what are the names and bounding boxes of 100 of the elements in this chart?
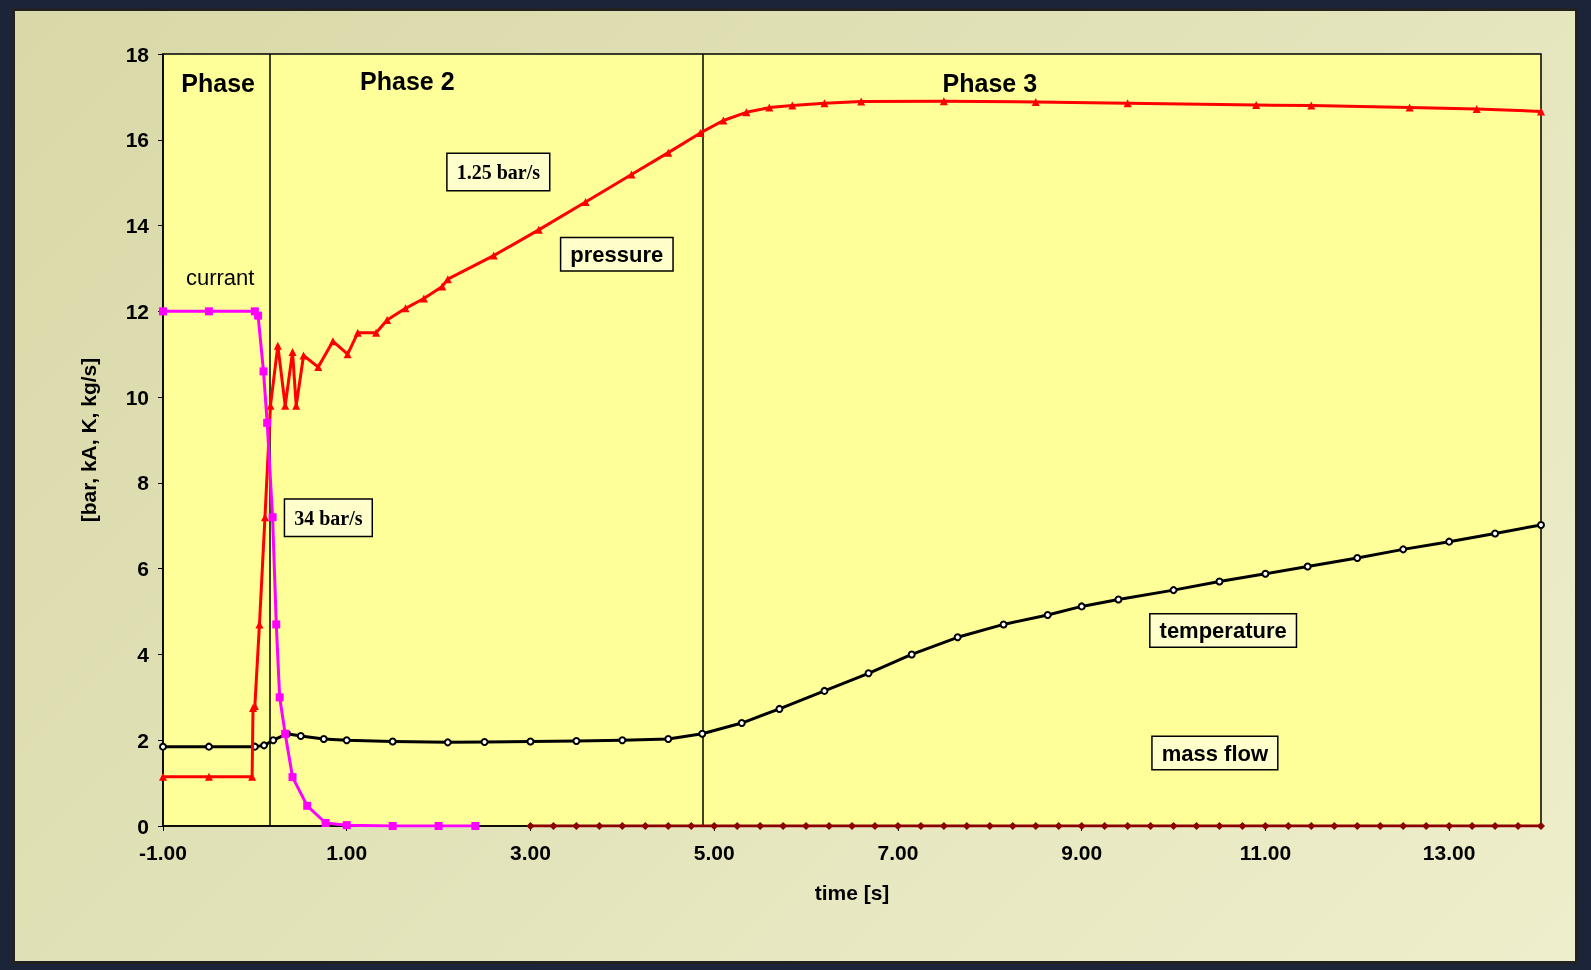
point bbox=[480, 737, 489, 746]
y-tick-label: 18 bbox=[125, 42, 150, 66]
point bbox=[383, 315, 392, 324]
point bbox=[765, 103, 774, 112]
x-tick-label: 7.00 bbox=[877, 841, 919, 864]
point bbox=[434, 822, 443, 830]
point bbox=[526, 737, 535, 746]
point bbox=[907, 650, 916, 659]
point bbox=[1077, 602, 1086, 611]
point bbox=[1537, 520, 1545, 529]
point bbox=[1100, 822, 1109, 830]
point bbox=[296, 731, 305, 740]
point bbox=[303, 801, 312, 810]
point bbox=[1123, 822, 1132, 830]
point bbox=[388, 822, 397, 830]
point bbox=[820, 686, 829, 695]
point bbox=[953, 633, 962, 642]
x-tick-label: -1.00 bbox=[139, 841, 187, 864]
point bbox=[572, 737, 581, 746]
point bbox=[328, 337, 337, 346]
point bbox=[627, 170, 636, 179]
point bbox=[1353, 553, 1362, 562]
point bbox=[1077, 822, 1086, 830]
point bbox=[159, 307, 167, 316]
point bbox=[372, 328, 381, 337]
point bbox=[1054, 822, 1063, 830]
x-tick-label: 1.00 bbox=[326, 841, 368, 864]
point bbox=[526, 822, 535, 830]
point bbox=[696, 128, 705, 137]
annotation: 1.25 bar/s bbox=[456, 160, 541, 183]
y-tick-label: 0 bbox=[137, 814, 149, 838]
point bbox=[572, 822, 581, 830]
point bbox=[342, 736, 351, 745]
y-tick-label: 2 bbox=[137, 728, 149, 752]
point bbox=[1261, 822, 1270, 830]
point bbox=[1169, 586, 1178, 595]
point bbox=[857, 97, 866, 106]
y-tick-label: 6 bbox=[137, 557, 149, 581]
point bbox=[443, 738, 452, 747]
x-tick-label: 13.00 bbox=[1422, 841, 1476, 864]
point bbox=[401, 304, 410, 313]
point bbox=[1399, 545, 1408, 554]
point bbox=[272, 620, 281, 629]
point bbox=[595, 822, 604, 830]
point bbox=[1031, 822, 1040, 830]
point bbox=[269, 736, 278, 745]
point bbox=[1146, 822, 1155, 830]
point bbox=[319, 734, 328, 743]
point bbox=[159, 742, 167, 751]
series-label: currant bbox=[185, 264, 255, 290]
y-tick-label: 14 bbox=[125, 214, 150, 238]
point bbox=[204, 742, 213, 751]
point bbox=[1261, 569, 1270, 578]
point bbox=[1043, 610, 1052, 619]
point bbox=[641, 822, 650, 830]
y-tick-label: 10 bbox=[125, 385, 149, 409]
point bbox=[664, 148, 673, 157]
point bbox=[1169, 822, 1178, 830]
point bbox=[1537, 107, 1545, 116]
point bbox=[1472, 104, 1481, 113]
point bbox=[1284, 822, 1293, 830]
point bbox=[254, 311, 263, 320]
point bbox=[618, 736, 627, 745]
point bbox=[275, 693, 284, 702]
x-tick-label: 5.00 bbox=[693, 841, 735, 864]
point bbox=[159, 772, 167, 781]
point bbox=[1376, 822, 1385, 830]
series-label: pressure bbox=[570, 241, 664, 267]
point bbox=[1031, 98, 1040, 107]
point bbox=[698, 729, 707, 738]
point bbox=[1215, 577, 1224, 586]
point bbox=[353, 328, 362, 337]
y-tick-label: 12 bbox=[125, 299, 149, 323]
y-tick-label: 8 bbox=[137, 471, 150, 495]
point bbox=[1353, 822, 1362, 830]
annotation: 34 bar/s bbox=[294, 506, 363, 529]
point bbox=[1008, 822, 1017, 830]
point bbox=[1537, 822, 1545, 830]
point bbox=[288, 348, 297, 357]
point bbox=[999, 620, 1008, 629]
point bbox=[1405, 103, 1414, 112]
y-tick-label: 4 bbox=[137, 642, 150, 666]
annotation: Phase 3 bbox=[942, 68, 1038, 97]
point bbox=[259, 367, 268, 376]
point bbox=[204, 307, 213, 316]
point bbox=[1307, 822, 1316, 830]
point bbox=[288, 773, 297, 782]
y-axis-title: [bar, kA, K, kg/s] bbox=[77, 357, 100, 523]
point bbox=[534, 225, 543, 234]
point bbox=[268, 513, 277, 522]
point bbox=[581, 197, 590, 206]
point bbox=[775, 704, 784, 713]
point bbox=[939, 97, 948, 106]
point bbox=[549, 822, 558, 830]
point bbox=[388, 737, 397, 746]
point bbox=[471, 822, 480, 830]
point bbox=[1215, 822, 1224, 830]
point bbox=[204, 772, 213, 781]
series-label: temperature bbox=[1159, 617, 1287, 643]
point bbox=[618, 822, 627, 830]
